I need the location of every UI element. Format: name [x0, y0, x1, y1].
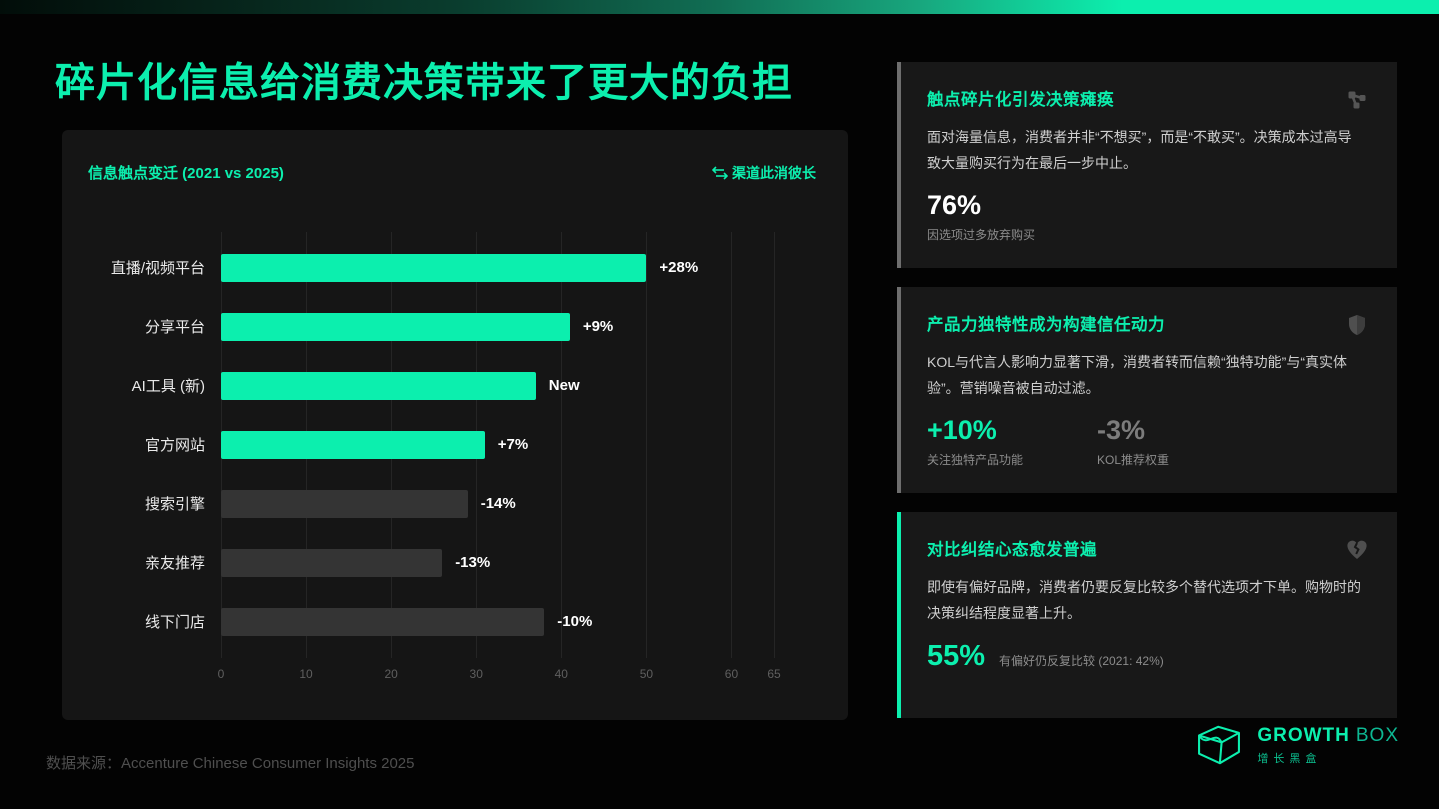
top-gradient-bar	[0, 0, 1439, 14]
category-label: 直播/视频平台	[110, 260, 205, 277]
chart-row: 亲友推荐 -13%	[88, 533, 822, 592]
brand-logo: GROWTH BOX 增长黑盒	[1193, 722, 1399, 768]
card-title: 触点碎片化引发决策瘫痪	[927, 91, 1114, 109]
x-axis: 0 10 20 30 40 50 60 65	[217, 667, 781, 685]
insight-card: 产品力独特性成为构建信任动力 KOL与代言人影响力显著下滑，消费者转而信赖“独特功…	[897, 287, 1397, 493]
swap-arrows-icon	[712, 166, 728, 180]
stat-value: -3%	[1097, 414, 1146, 445]
x-tick: 60	[724, 667, 739, 681]
chart-legend: 渠道此消彼长	[712, 163, 816, 183]
bar-value-label: +7%	[497, 435, 529, 453]
data-source: 数据来源：Accenture Chinese Consumer Insights…	[46, 755, 415, 772]
insight-card: 对比纠结心态愈发普遍即使有偏好品牌，消费者仍要反复比较多个替代选项才下单。购物时…	[897, 512, 1397, 718]
bar-declining	[221, 489, 468, 518]
chart-row: 线下门店 -10%	[88, 592, 822, 651]
card-body: 面对海量信息，消费者并非“不想买”，而是“不敢买”。决策成本过高导致大量购买行为…	[927, 129, 1352, 171]
card-title: 对比纠结心态愈发普遍	[927, 541, 1097, 559]
category-label: 官方网站	[144, 437, 205, 454]
bar-track: -14%	[221, 489, 774, 518]
category-label: 分享平台	[144, 319, 205, 336]
shield-icon	[1345, 313, 1369, 337]
brand-name-strong: GROWTH	[1257, 724, 1350, 746]
category-label: 搜索引擎	[144, 496, 205, 513]
chart-row: 分享平台 +9%	[88, 297, 822, 356]
x-tick: 30	[469, 667, 483, 681]
growthbox-cube-icon	[1198, 725, 1241, 765]
card-title: 产品力独特性成为构建信任动力	[927, 316, 1165, 334]
broken-heart-icon	[1345, 538, 1369, 562]
bar-track: +28%	[221, 253, 774, 282]
x-tick: 10	[299, 667, 313, 681]
stat-value: 76%	[927, 189, 982, 220]
category-label: 线下门店	[144, 614, 205, 631]
card-stats: 76% 因选项过多放弃购买	[927, 190, 1371, 243]
chart-title: 信息触点变迁 (2021 vs 2025)	[88, 165, 284, 182]
bar-declining	[221, 607, 545, 636]
chart-row: 直播/视频平台 +28%	[88, 238, 822, 297]
bar-track: -13%	[221, 548, 774, 577]
bar-declining	[221, 548, 443, 577]
insight-cards: 触点碎片化引发决策瘫痪面对海量信息，消费者并非“不想买”，而是“不敢买”。决策成…	[897, 62, 1397, 718]
brand-subtitle: 增长黑盒	[1257, 752, 1322, 765]
bar-rising	[221, 371, 536, 400]
card-stats: +10% 关注独特产品功能 -3% KOL推荐权重	[927, 415, 1371, 468]
insight-card: 触点碎片化引发决策瘫痪面对海量信息，消费者并非“不想买”，而是“不敢买”。决策成…	[897, 62, 1397, 268]
chart-legend-label: 渠道此消彼长	[732, 165, 816, 181]
bar-track: New	[221, 371, 774, 400]
bar-value-label: New	[548, 376, 580, 394]
stat: 76% 因选项过多放弃购买	[927, 190, 1035, 243]
bar-value-label: -14%	[480, 494, 516, 512]
brand-logo-text: GROWTH BOX 增长黑盒	[1257, 725, 1399, 766]
bar-value-label: +28%	[659, 258, 699, 276]
bar-track: -10%	[221, 607, 774, 636]
chart-row: 搜索引擎 -14%	[88, 474, 822, 533]
bar-track: +7%	[221, 430, 774, 459]
x-tick: 0	[217, 667, 225, 681]
category-label: 亲友推荐	[144, 555, 205, 572]
stat-value: 55%	[927, 639, 986, 672]
x-tick: 40	[554, 667, 568, 681]
x-tick: 65	[767, 667, 781, 681]
stat: +10% 关注独特产品功能	[927, 415, 1023, 468]
stat: -3% KOL推荐权重	[1097, 415, 1169, 468]
x-tick: 50	[639, 667, 654, 681]
bar-rising	[221, 312, 570, 341]
stat-caption: 因选项过多放弃购买	[927, 227, 1036, 242]
page-title: 碎片化信息给消费决策带来了更大的负担	[55, 61, 793, 105]
bar-chart: 直播/视频平台 +28% 分享平台 +9% AI工具 (新) New 官方网站 +7% 搜索引擎…	[88, 232, 822, 685]
stat-value: +10%	[927, 414, 997, 445]
stat-caption: 有偏好仍反复比较 (2021: 42%)	[999, 653, 1164, 668]
x-tick: 20	[384, 667, 398, 681]
bar-value-label: +9%	[582, 317, 614, 335]
brand-name: GROWTH BOX	[1257, 725, 1399, 747]
network-icon	[1345, 88, 1369, 112]
bar-rising	[221, 430, 485, 459]
category-label: AI工具 (新)	[131, 378, 205, 395]
chart-row: 官方网站 +7%	[88, 415, 822, 474]
stat-caption: KOL推荐权重	[1097, 452, 1170, 467]
chart-row: AI工具 (新) New	[88, 356, 822, 415]
stat-caption: 关注独特产品功能	[927, 452, 1024, 467]
card-body: 即使有偏好品牌，消费者仍要反复比较多个替代选项才下单。购物时的决策纠结程度显著上…	[927, 579, 1361, 621]
bar-rising	[221, 253, 647, 282]
bar-track: +9%	[221, 312, 774, 341]
card-stats: 55% 有偏好仍反复比较 (2021: 42%)	[927, 640, 1371, 673]
bar-value-label: -13%	[455, 553, 491, 571]
card-body: KOL与代言人影响力显著下滑，消费者转而信赖“独特功能”与“真实体验”。营销噪音…	[927, 354, 1347, 396]
brand-name-light: BOX	[1355, 724, 1399, 746]
chart-panel: 信息触点变迁 (2021 vs 2025) 渠道此消彼长 直播/视频平台 +28%…	[62, 130, 848, 720]
bar-value-label: -10%	[557, 612, 593, 630]
chart-rows: 直播/视频平台 +28% 分享平台 +9% AI工具 (新) New 官方网站 +7% 搜索引擎…	[88, 238, 822, 651]
